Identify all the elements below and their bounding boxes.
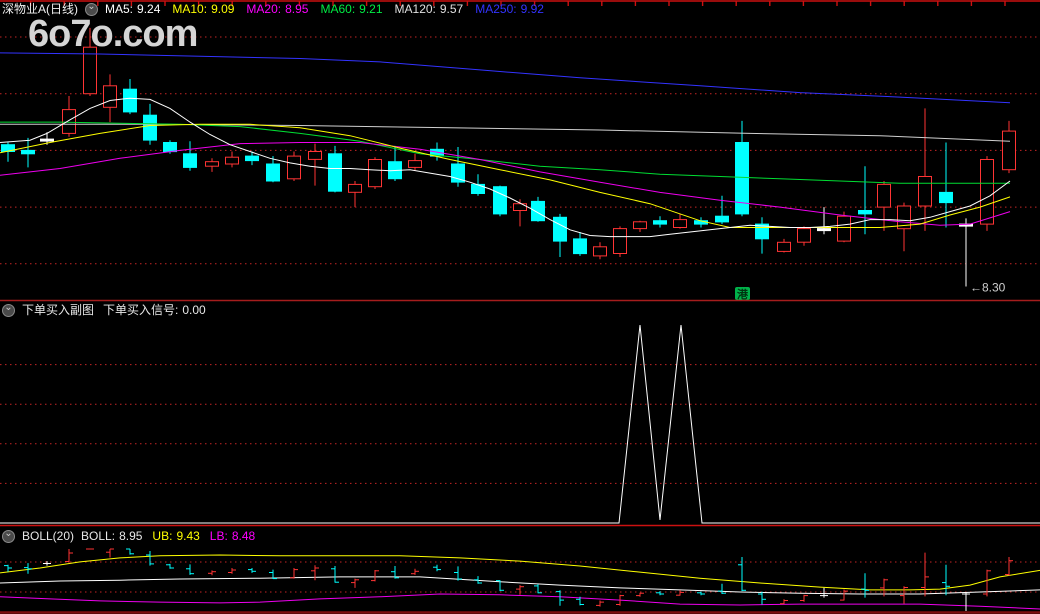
legend-item: MA60: 9.21 [320,2,383,16]
top-axis-ticks [0,0,1040,6]
legend-item: UB: 9.43 [152,529,200,543]
legend-item: MA250: 9.92 [475,2,544,16]
stock-title: 深物业A(日线) [2,2,78,16]
signal-panel-header: 下单买入副图 下单买入信号: 0.00 [2,303,206,317]
signal-value: 0.00 [182,303,206,317]
legend-item: MA10: 9.09 [172,2,235,16]
legend-item: MA120: 9.57 [394,2,464,16]
boll-bars [4,548,1013,611]
boll-panel-header: BOLL(20) BOLL:8.95 UB:9.43 LB:8.48 [2,529,255,543]
svg-text:6o7o.com: 6o7o.com [28,13,197,55]
ma5-line [0,97,1011,238]
ma250-line [0,52,1011,104]
svg-text:港: 港 [737,287,749,301]
buy-signal-line [0,324,1040,524]
candles [1,27,1016,287]
legend-item: BOLL: 8.95 [81,529,143,543]
boll-lb-line [0,593,1040,610]
panel-separators [0,299,1040,614]
legend-item: LB: 8.48 [209,529,256,543]
signal-panel-title: 下单买入副图 [22,303,95,317]
ma60-line [0,121,1010,184]
boll-mid-line [0,576,1040,595]
ma10-line [0,123,1011,228]
collapse-main-panel-icon[interactable] [85,2,98,16]
ma20-line [0,142,1011,226]
collapse-boll-panel-icon[interactable] [2,529,15,543]
boll-legend: BOLL: 8.95 UB: 9.43 LB: 8.48 [81,529,255,543]
hk-badge: 港 [735,287,750,301]
legend-item: MA5: 9.24 [105,2,161,16]
signal-label: 下单买入信号: [103,303,179,317]
watermark: 6o7o.com [28,13,198,55]
legend-item: MA20: 8.95 [246,2,309,16]
ma-legend: MA5: 9.24 MA10: 9.09 MA20: 8.95 MA60: 9.21 MA120… [105,2,544,16]
main-panel-header: 深物业A(日线) MA5:9.24 MA10:9.09 MA20:8.95 MA60:… [2,2,544,16]
svg-text:←8.30: ←8.30 [970,280,1006,294]
collapse-signal-panel-icon[interactable] [2,303,15,317]
low-price-annotation: ←8.30 [970,280,1006,294]
boll-panel-title: BOLL(20) [22,529,75,543]
